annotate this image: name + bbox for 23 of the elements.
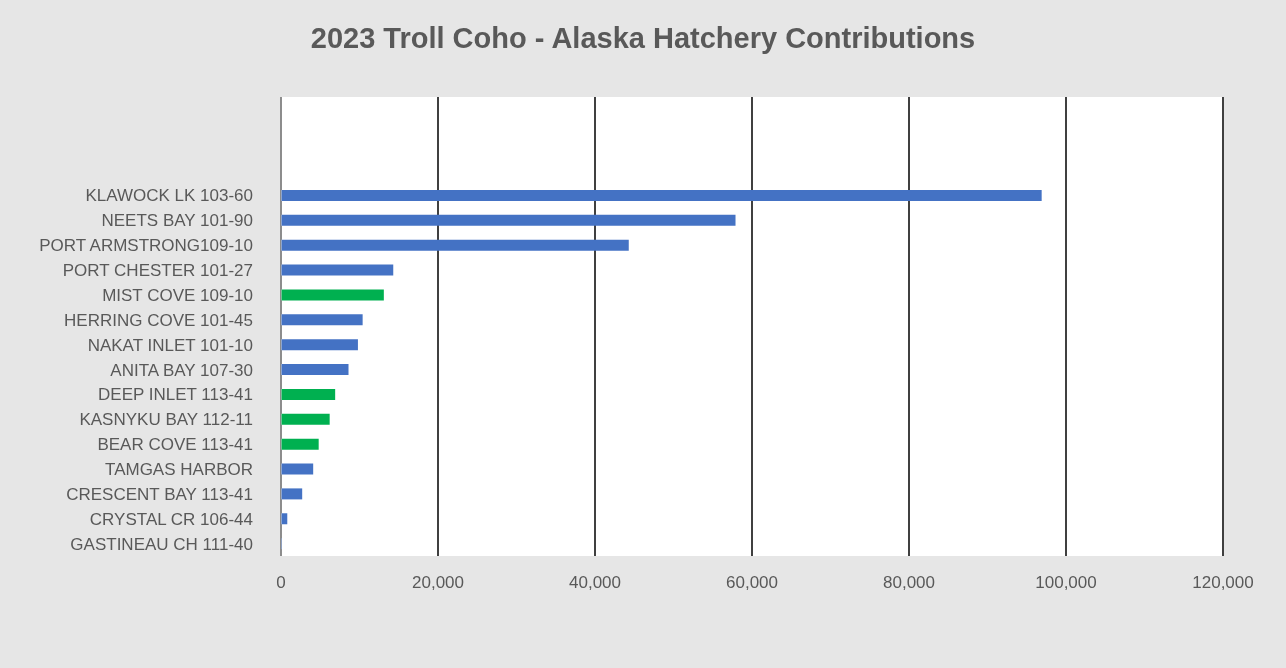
- x-tick-label: 120,000: [1192, 573, 1254, 593]
- x-tick-label: 100,000: [1035, 573, 1097, 593]
- chart-title: 2023 Troll Coho - Alaska Hatchery Contributions: [309, 22, 977, 55]
- y-tick-label: ANITA BAY 107-30: [110, 360, 253, 380]
- y-tick-label: PORT ARMSTRONG109-10: [39, 236, 253, 256]
- y-tick-label: GASTINEAU CH 111-40: [70, 534, 253, 554]
- x-tick-label: 0: [276, 573, 286, 593]
- y-tick-label: CRESCENT BAY 113-41: [66, 484, 253, 504]
- x-tick-label: 20,000: [412, 573, 464, 593]
- x-tick-label: 80,000: [883, 573, 935, 593]
- y-tick-label: PORT CHESTER 101-27: [62, 261, 253, 281]
- y-tick-label: TAMGAS HARBOR: [105, 460, 253, 479]
- y-tick-label: BEAR COVE 113-41: [97, 435, 253, 455]
- y-tick-label: HERRING COVE 101-45: [64, 310, 253, 330]
- x-tick-label: 60,000: [726, 573, 778, 593]
- x-tick-label: 40,000: [569, 573, 621, 593]
- y-tick-label: CRYSTAL CR 106-44: [89, 509, 253, 529]
- y-tick-label: MIST COVE 109-10: [102, 285, 253, 305]
- y-tick-label: NAKAT INLET 101-10: [87, 335, 253, 355]
- y-tick-label: KLAWOCK LK 103-60: [85, 186, 253, 206]
- y-tick-label: KASNYKU BAY 112-11: [79, 410, 253, 430]
- y-tick-label: NEETS BAY 101-90: [101, 211, 253, 231]
- y-tick-label: DEEP INLET 113-41: [98, 385, 253, 405]
